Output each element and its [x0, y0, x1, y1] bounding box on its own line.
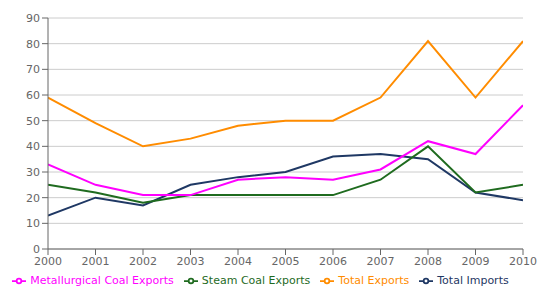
- svg-text:80: 80: [26, 38, 40, 51]
- html-text:Metallurgical Coal Exports: Metallurgical Coal Exports: [30, 274, 174, 287]
- svg-text:60: 60: [26, 89, 40, 102]
- svg-text:2009: 2009: [462, 255, 490, 268]
- svg-text:20: 20: [26, 192, 40, 205]
- html-text:Total Exports: Total Exports: [338, 274, 410, 287]
- svg-text:50: 50: [26, 115, 40, 128]
- svg-text:2006: 2006: [319, 255, 347, 268]
- svg-text:0: 0: [33, 243, 40, 256]
- svg-text:40: 40: [26, 140, 40, 153]
- svg-text:2003: 2003: [177, 255, 205, 268]
- svg-text:90: 90: [26, 12, 40, 25]
- svg-text:2001: 2001: [82, 255, 110, 268]
- svg-text:2005: 2005: [272, 255, 300, 268]
- html-text:Total Imports: Total Imports: [437, 274, 509, 287]
- svg-text:10: 10: [26, 217, 40, 230]
- html-text:Steam Coal Exports: Steam Coal Exports: [201, 274, 311, 287]
- svg-text:2010: 2010: [509, 255, 537, 268]
- svg-text:70: 70: [26, 63, 40, 76]
- svg-text:2002: 2002: [129, 255, 157, 268]
- svg-text:2008: 2008: [414, 255, 442, 268]
- svg-text:30: 30: [26, 166, 40, 179]
- svg-text:2007: 2007: [367, 255, 395, 268]
- svg-text:2000: 2000: [34, 255, 62, 268]
- svg-text:2004: 2004: [224, 255, 252, 268]
